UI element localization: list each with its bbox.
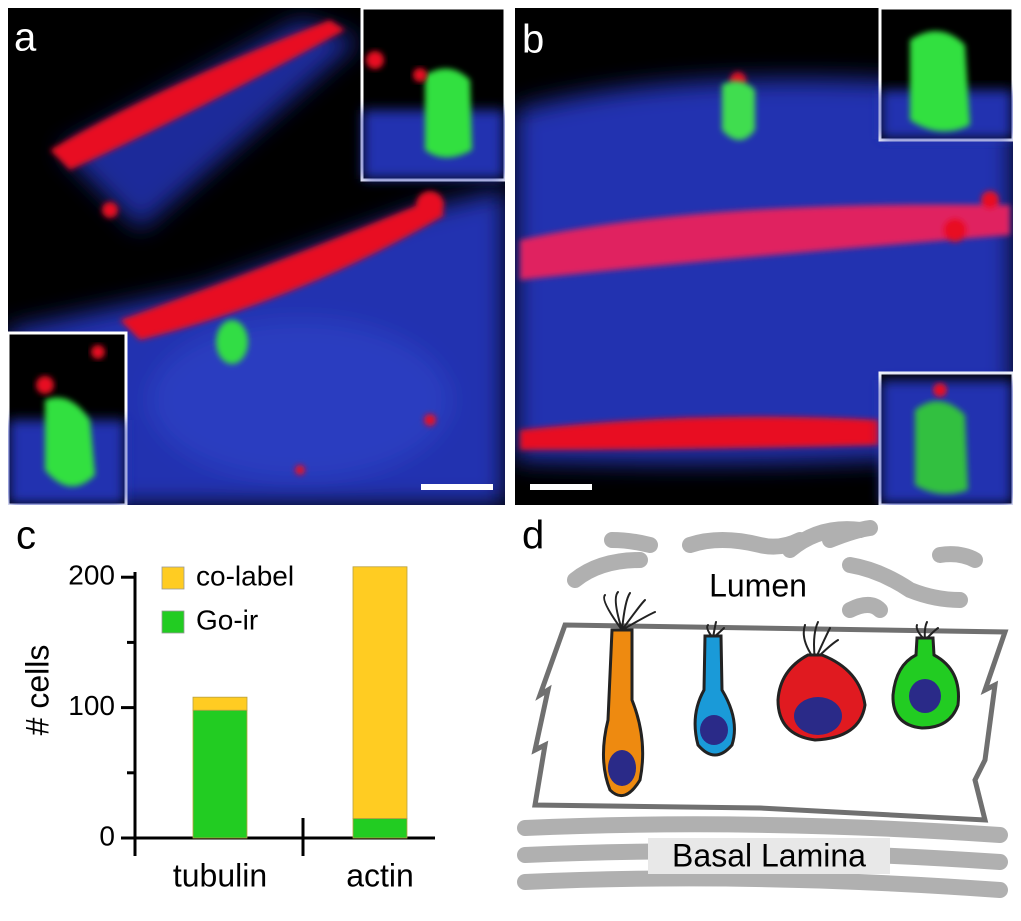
legend-swatch xyxy=(161,610,185,634)
y-tick-label: 100 xyxy=(68,690,115,721)
bar-segment xyxy=(192,709,248,839)
diagram xyxy=(517,520,1009,898)
bar-segment xyxy=(352,566,408,819)
legend-label: Go-ir xyxy=(196,604,258,635)
y-axis-label: # cells xyxy=(19,645,55,736)
panel-label: b xyxy=(522,18,544,62)
legend-label: co-label xyxy=(196,560,294,591)
panel-label: a xyxy=(14,16,37,60)
legend-swatch xyxy=(161,566,185,590)
basal-lamina-label: Basal Lamina xyxy=(672,837,866,873)
bar-chart: 0 100 200 tubulin actin Go-ir co-label xyxy=(68,560,435,893)
x-tick-label: tubulin xyxy=(173,857,267,893)
lumen-label: Lumen xyxy=(709,567,807,603)
x-tick-label: actin xyxy=(346,857,414,893)
y-tick-label: 0 xyxy=(99,820,115,851)
bar-segment xyxy=(192,696,248,711)
y-tick-label: 200 xyxy=(68,560,115,591)
micrograph-b xyxy=(515,8,1013,505)
panel-label: c xyxy=(16,514,36,558)
panel-label: d xyxy=(522,514,544,558)
micrograph-a xyxy=(8,8,505,505)
bar-segment xyxy=(352,818,408,839)
